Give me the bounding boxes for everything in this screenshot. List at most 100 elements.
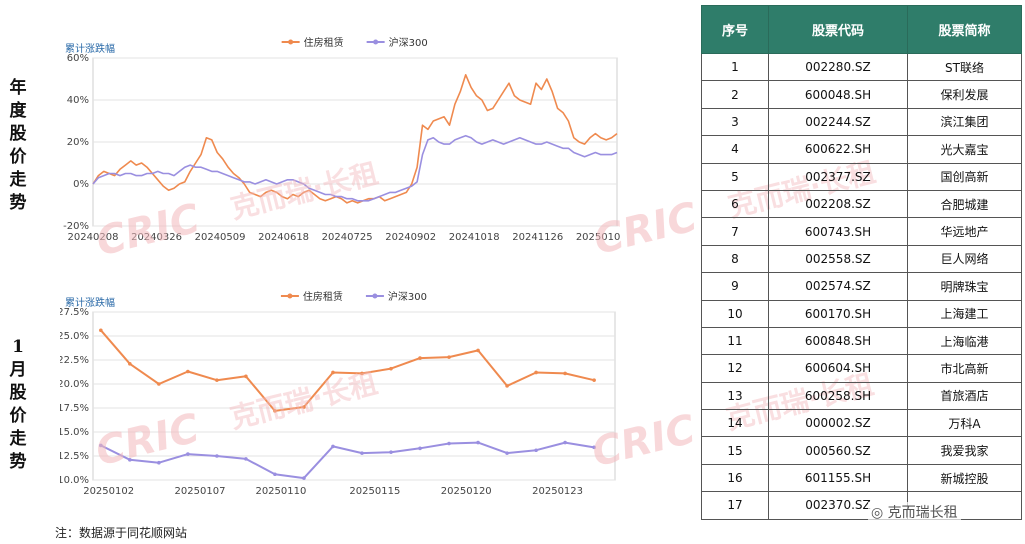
data-point-hs300 — [389, 450, 393, 454]
table-row: 1 002280.SZ ST联络 — [701, 52, 1022, 82]
data-point-rent — [360, 371, 364, 376]
data-point-hs300 — [563, 440, 567, 445]
annual-stock-chart: -20% 0% 20% 40% 60%累计涨跌幅 20240208 20240326 2024… — [63, 36, 620, 243]
cell-stock-name: 我爱我家 — [907, 436, 1022, 465]
january-price-trend-label: 1月股价走势 — [9, 337, 27, 472]
data-point-rent — [244, 374, 248, 379]
data-point-hs300 — [447, 441, 451, 446]
cell-index: 12 — [701, 354, 769, 383]
legend-marker — [373, 39, 379, 45]
annual-price-trend-label: 年度股价走势 — [9, 78, 27, 213]
x-tick-label: 20250107 — [175, 486, 226, 497]
table-row: 3 002244.SZ 滨江集团 — [701, 107, 1022, 137]
data-point-hs300 — [128, 458, 132, 462]
data-point-rent — [534, 370, 538, 375]
data-point-rent — [331, 370, 335, 375]
january-stock-chart: 10.0% 12.5% 15.0% 17.5% 20.0% 22.5% 25.0% 27.5%… — [60, 290, 616, 497]
cell-stock-name: 上海临港 — [907, 326, 1022, 356]
cell-stock-name: 华远地产 — [907, 217, 1022, 246]
cell-stock-name: 保利发展 — [907, 80, 1022, 109]
cell-stock-code: 600258.SH — [768, 381, 908, 411]
table-row: 14 000002.SZ 万科A — [701, 409, 1022, 438]
table-row: 16 601155.SH 新城控股 — [701, 463, 1022, 493]
stock-list-table: 序号 股票代码 股票简称 1 002280.SZ ST联络 2 600048.SH 保利发… — [701, 5, 1022, 520]
data-point-hs300 — [592, 445, 596, 450]
x-tick-label: 20241126 — [512, 232, 563, 243]
legend-marker — [287, 293, 293, 299]
x-tick-label: 20240509 — [195, 232, 246, 243]
cell-stock-name: 国创高新 — [907, 162, 1022, 191]
footnote: 注：数据源于同花顺网站 — [55, 526, 188, 540]
y-tick-label: -20% — [63, 221, 89, 232]
cell-stock-name: 光大嘉宝 — [907, 135, 1022, 164]
cell-stock-code: 600170.SH — [768, 299, 908, 328]
cell-stock-code: 600604.SH — [768, 354, 908, 383]
x-tick-label: 20240902 — [385, 232, 436, 243]
data-point-rent — [505, 384, 509, 388]
data-point-rent — [273, 409, 277, 413]
y-tick-label: 12.5% — [60, 451, 89, 462]
data-point-hs300 — [476, 440, 480, 445]
cell-index: 2 — [701, 80, 769, 109]
table-row: 8 002558.SZ 巨人网络 — [701, 244, 1022, 274]
series-line-rent — [100, 329, 595, 412]
x-tick-label: 20241018 — [449, 232, 500, 243]
y-tick-label: 27.5% — [60, 307, 89, 318]
legend-marker — [288, 39, 294, 45]
brand-badge: ◎ 克而瑞长租 — [868, 502, 961, 522]
table-header-row: 序号 股票代码 股票简称 — [701, 5, 1022, 54]
table-row: 10 600170.SH 上海建工 — [701, 299, 1022, 328]
cell-index: 13 — [701, 381, 769, 411]
y-tick-label: 17.5% — [60, 403, 89, 414]
x-tick-label: 20240208 — [68, 232, 119, 243]
y-axis-label: 累计涨跌幅 — [65, 42, 115, 55]
cell-stock-name: 首旅酒店 — [907, 381, 1022, 411]
cell-index: 11 — [701, 326, 769, 356]
cell-index: 4 — [701, 135, 769, 164]
x-tick-label: 20250115 — [349, 486, 400, 497]
data-point-rent — [302, 405, 306, 409]
x-tick-label: 20250103 — [576, 232, 620, 243]
cell-index: 14 — [701, 409, 769, 438]
header-stock-code: 股票代码 — [768, 5, 908, 54]
cell-stock-code: 000002.SZ — [768, 409, 908, 438]
cell-stock-code: 002244.SZ — [768, 107, 908, 137]
data-point-rent — [592, 378, 596, 382]
cell-index: 9 — [701, 272, 769, 301]
data-point-rent — [128, 362, 132, 366]
data-point-rent — [389, 366, 393, 371]
cell-stock-code: 600743.SH — [768, 217, 908, 246]
cell-index: 6 — [701, 189, 769, 219]
brand-badge-text: 克而瑞长租 — [887, 505, 958, 521]
x-tick-label: 20240326 — [131, 232, 182, 243]
cell-stock-code: 002280.SZ — [768, 52, 908, 82]
cell-stock-name: 合肥城建 — [907, 189, 1022, 219]
table-row: 12 600604.SH 市北高新 — [701, 354, 1022, 383]
legend-entry: 住房租赁 — [304, 36, 344, 49]
data-point-rent — [215, 378, 219, 382]
cell-stock-code: 600048.SH — [768, 80, 908, 109]
cell-stock-code: 002558.SZ — [768, 244, 908, 274]
data-point-rent — [447, 355, 451, 359]
data-point-rent — [186, 369, 190, 374]
cell-stock-name: 万科A — [907, 409, 1022, 438]
data-point-hs300 — [418, 446, 422, 451]
cell-index: 3 — [701, 107, 769, 137]
data-point-hs300 — [157, 460, 161, 465]
cell-index: 8 — [701, 244, 769, 274]
data-point-rent — [476, 348, 480, 353]
table-row: 2 600048.SH 保利发展 — [701, 80, 1022, 109]
legend-entry: 沪深300 — [389, 36, 428, 49]
cell-index: 7 — [701, 217, 769, 246]
data-point-hs300 — [273, 472, 277, 477]
cell-stock-code: 600622.SH — [768, 135, 908, 164]
cell-stock-name: 市北高新 — [907, 354, 1022, 383]
data-point-hs300 — [360, 451, 364, 455]
cell-index: 17 — [701, 491, 769, 520]
cell-stock-name: 滨江集团 — [907, 107, 1022, 137]
cell-stock-name: 明牌珠宝 — [907, 272, 1022, 301]
y-tick-label: 10.0% — [60, 475, 89, 486]
cell-stock-name: 新城控股 — [907, 463, 1022, 493]
cell-stock-code: 000560.SZ — [768, 436, 908, 465]
y-tick-label: 40% — [67, 95, 89, 106]
